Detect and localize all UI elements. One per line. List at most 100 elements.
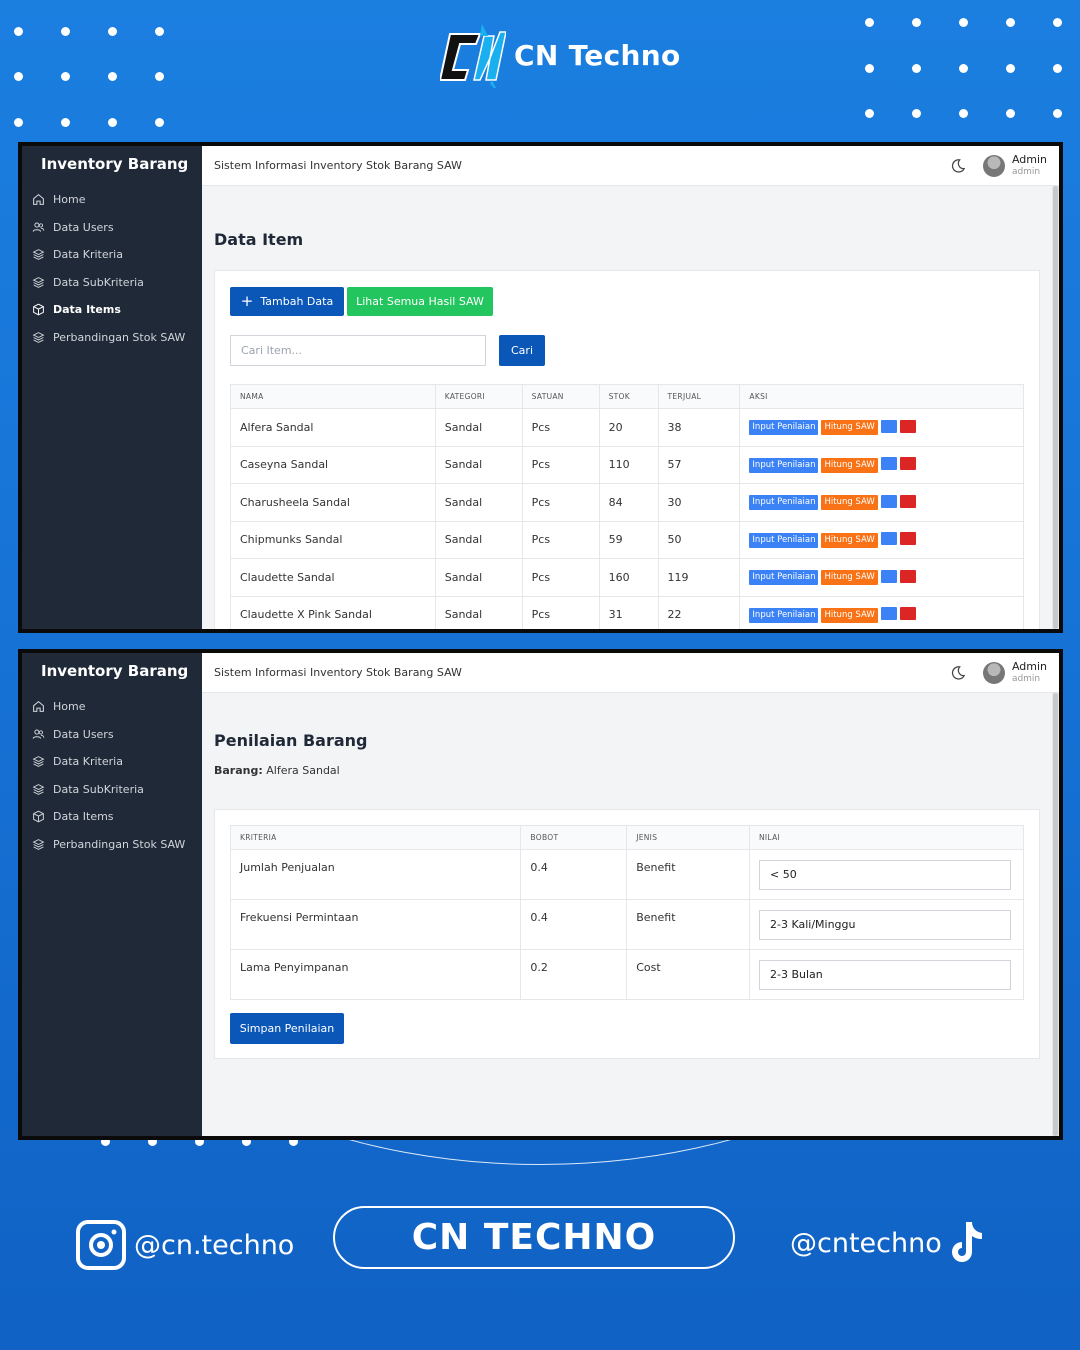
sidebar-item-label: Home bbox=[53, 193, 86, 207]
cell-satuan: Pcs bbox=[521, 445, 600, 484]
cell-kriteria: Jumlah Penjualan bbox=[229, 849, 522, 900]
input-penilaian-button[interactable]: Input Penilaian bbox=[749, 570, 819, 586]
hitung-saw-button[interactable]: Hitung SAW bbox=[821, 607, 878, 623]
sidebar-item-data-users[interactable]: Data Users bbox=[22, 721, 202, 749]
user-info[interactable]: Admin admin bbox=[1012, 153, 1047, 178]
scrollbar[interactable] bbox=[1052, 186, 1059, 629]
nilai-select[interactable]: 2-3 Bulan bbox=[759, 959, 1011, 990]
column-header: BOBOT bbox=[520, 825, 628, 850]
dot bbox=[155, 118, 164, 127]
input-penilaian-button[interactable]: Input Penilaian bbox=[749, 457, 819, 473]
moon-icon[interactable] bbox=[951, 665, 965, 680]
hitung-saw-button[interactable]: Hitung SAW bbox=[821, 532, 878, 548]
search-input[interactable]: Cari Item... bbox=[230, 335, 486, 366]
dot bbox=[14, 118, 23, 127]
column-header: NILAI bbox=[749, 825, 1024, 850]
scrollbar[interactable] bbox=[1052, 693, 1059, 1136]
sidebar-item-perbandingan-stok-saw[interactable]: Perbandingan Stok SAW bbox=[22, 324, 202, 352]
cell-stok: 31 bbox=[598, 595, 659, 629]
hitung-saw-button[interactable]: Hitung SAW bbox=[821, 457, 878, 473]
trash-icon[interactable] bbox=[899, 532, 916, 546]
sidebar-item-data-subkriteria[interactable]: Data SubKriteria bbox=[22, 776, 202, 804]
nilai-select[interactable]: < 50 bbox=[759, 859, 1011, 890]
page-title: Data Item bbox=[214, 230, 304, 249]
cell-satuan: Pcs bbox=[521, 595, 600, 629]
table-row: Caseyna Sandal Sandal Pcs 110 57 Input Penila… bbox=[230, 445, 1024, 484]
dot bbox=[155, 72, 164, 81]
cell-kategori: Sandal bbox=[434, 483, 523, 522]
hitung-saw-button[interactable]: Hitung SAW bbox=[821, 495, 878, 511]
save-penilaian-button[interactable]: Simpan Penilaian bbox=[230, 1013, 344, 1044]
sidebar-item-data-items[interactable]: Data Items bbox=[22, 296, 202, 324]
user-info[interactable]: Admin admin bbox=[1011, 660, 1047, 685]
view-saw-results-button[interactable]: Lihat Semua Hasil SAW bbox=[347, 287, 493, 316]
edit-icon[interactable] bbox=[880, 419, 897, 433]
input-penilaian-button[interactable]: Input Penilaian bbox=[749, 495, 819, 511]
user-role: admin bbox=[1011, 673, 1041, 684]
nilai-select[interactable]: 2-3 Kali/Minggu bbox=[759, 909, 1011, 940]
cell-aksi: Input Penilaian Hitung SAW bbox=[739, 558, 1024, 597]
column-header: NAMA bbox=[230, 384, 436, 409]
cell-stok: 84 bbox=[598, 483, 659, 522]
layers-icon bbox=[32, 838, 45, 850]
sidebar-title: Inventory Barang bbox=[41, 662, 189, 680]
avatar[interactable] bbox=[982, 154, 1005, 177]
moon-icon[interactable] bbox=[951, 158, 965, 173]
avatar[interactable] bbox=[982, 661, 1005, 684]
table-row: Frekuensi Permintaan 0.4 Benefit 2-3 Kali/M… bbox=[229, 899, 1024, 950]
edit-icon[interactable] bbox=[880, 532, 897, 546]
dot bbox=[108, 72, 117, 81]
cell-kategori: Sandal bbox=[434, 558, 523, 597]
tiktok-handle[interactable]: @cntechno bbox=[790, 1218, 986, 1268]
sidebar-item-data-subkriteria[interactable]: Data SubKriteria bbox=[22, 269, 202, 297]
edit-icon[interactable] bbox=[880, 457, 897, 471]
search-button[interactable]: Cari bbox=[499, 335, 545, 366]
dot bbox=[108, 27, 117, 36]
dot bbox=[912, 18, 921, 27]
sidebar-item-data-users[interactable]: Data Users bbox=[22, 214, 202, 242]
hitung-saw-button[interactable]: Hitung SAW bbox=[821, 420, 878, 436]
input-penilaian-button[interactable]: Input Penilaian bbox=[749, 607, 819, 623]
sidebar-item-label: Perbandingan Stok SAW bbox=[53, 837, 186, 851]
layers-icon bbox=[32, 783, 45, 795]
screenshot-data-items: Inventory Barang Home Data Users Data Krit… bbox=[18, 142, 1063, 633]
input-penilaian-button[interactable]: Input Penilaian bbox=[749, 420, 819, 436]
edit-icon[interactable] bbox=[880, 494, 897, 508]
sidebar-item-data-kriteria[interactable]: Data Kriteria bbox=[22, 241, 202, 269]
edit-icon[interactable] bbox=[880, 607, 897, 621]
dot bbox=[289, 1137, 298, 1146]
sidebar-item-data-kriteria[interactable]: Data Kriteria bbox=[22, 748, 202, 776]
main-content: Sistem Informasi Inventory Stok Barang S… bbox=[202, 653, 1059, 1136]
dot bbox=[1053, 18, 1062, 27]
trash-icon[interactable] bbox=[899, 494, 916, 508]
sidebar-item-label: Data Items bbox=[53, 303, 121, 317]
cell-jenis: Benefit bbox=[626, 849, 750, 900]
cell-nama: Claudette Sandal bbox=[230, 558, 436, 597]
cell-terjual: 57 bbox=[657, 445, 741, 484]
cell-jenis: Benefit bbox=[626, 899, 750, 950]
dot bbox=[865, 109, 874, 118]
instagram-handle[interactable]: @cn.techno bbox=[76, 1220, 294, 1270]
cell-nilai: < 50 bbox=[749, 849, 1024, 900]
dot bbox=[912, 109, 921, 118]
trash-icon[interactable] bbox=[899, 457, 916, 471]
users-icon bbox=[32, 222, 45, 232]
cell-nama: Alfera Sandal bbox=[230, 408, 436, 447]
dot bbox=[14, 27, 23, 36]
edit-icon[interactable] bbox=[880, 569, 897, 583]
add-data-button[interactable]: + Tambah Data bbox=[230, 287, 344, 316]
sidebar-item-home[interactable]: Home bbox=[22, 186, 202, 214]
trash-icon[interactable] bbox=[899, 607, 916, 621]
screenshot-penilaian: Inventory Barang Home Data Users Data Krit… bbox=[18, 649, 1063, 1140]
sidebar-item-data-items[interactable]: Data Items bbox=[22, 803, 202, 831]
sidebar-menu: Home Data Users Data Kriteria Data SubKrite… bbox=[22, 186, 202, 351]
tiktok-text: @cntechno bbox=[790, 1227, 942, 1259]
table-row: Charusheela Sandal Sandal Pcs 84 30 Input Pen… bbox=[230, 483, 1024, 522]
trash-icon[interactable] bbox=[899, 569, 916, 583]
sidebar-item-perbandingan-stok-saw[interactable]: Perbandingan Stok SAW bbox=[22, 831, 202, 859]
hitung-saw-button[interactable]: Hitung SAW bbox=[821, 570, 878, 586]
sidebar-item-home[interactable]: Home bbox=[22, 693, 202, 721]
input-penilaian-button[interactable]: Input Penilaian bbox=[749, 532, 819, 548]
trash-icon[interactable] bbox=[899, 419, 916, 433]
sidebar-menu: Home Data Users Data Kriteria Data SubKrite… bbox=[22, 693, 202, 858]
